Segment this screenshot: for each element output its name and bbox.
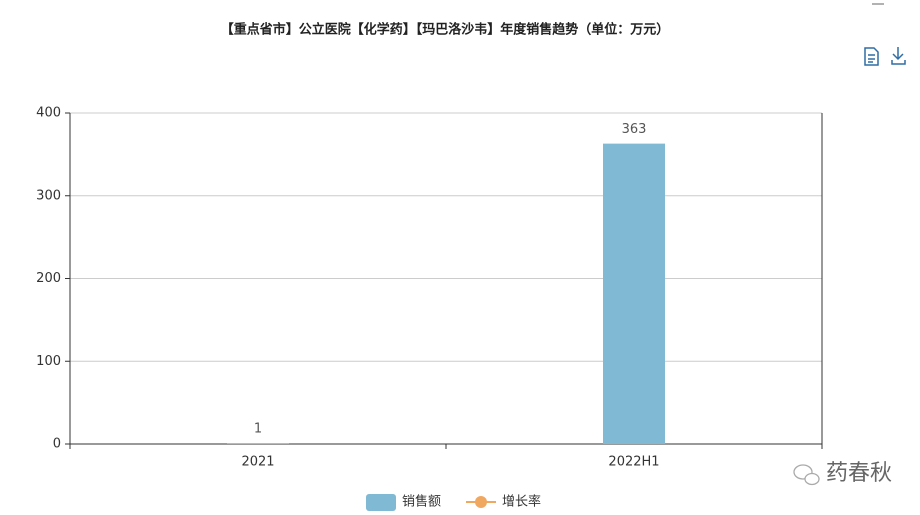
y-tick-label: 300 xyxy=(36,188,61,203)
legend-swatch[interactable] xyxy=(366,494,396,511)
toolbox[interactable] xyxy=(864,3,906,66)
watermark-text: 药春秋 xyxy=(826,461,892,486)
y-tick-label: 0 xyxy=(53,437,61,452)
bar xyxy=(603,143,665,444)
legend-label[interactable]: 增长率 xyxy=(502,494,541,510)
x-tick-label: 2022H1 xyxy=(608,455,659,470)
wechat-icon xyxy=(793,464,813,480)
chart-title: 【重点省市】公立医院【化学药】【玛巴洛沙韦】年度销售趋势（单位：万元） xyxy=(221,22,670,38)
save-icon[interactable] xyxy=(891,47,906,65)
data-label: 363 xyxy=(622,122,647,137)
legend-swatch[interactable] xyxy=(475,496,487,508)
legend-label[interactable]: 销售额 xyxy=(402,494,441,510)
y-tick-label: 400 xyxy=(36,106,61,121)
bar xyxy=(227,443,289,444)
y-tick-label: 100 xyxy=(36,354,61,369)
y-tick-label: 200 xyxy=(36,271,61,286)
watermark: 药春秋 xyxy=(793,461,892,486)
data-view-icon[interactable] xyxy=(864,47,879,66)
wechat-icon xyxy=(804,472,820,486)
x-tick-label: 2021 xyxy=(241,455,274,470)
data-label: 1 xyxy=(254,422,262,437)
